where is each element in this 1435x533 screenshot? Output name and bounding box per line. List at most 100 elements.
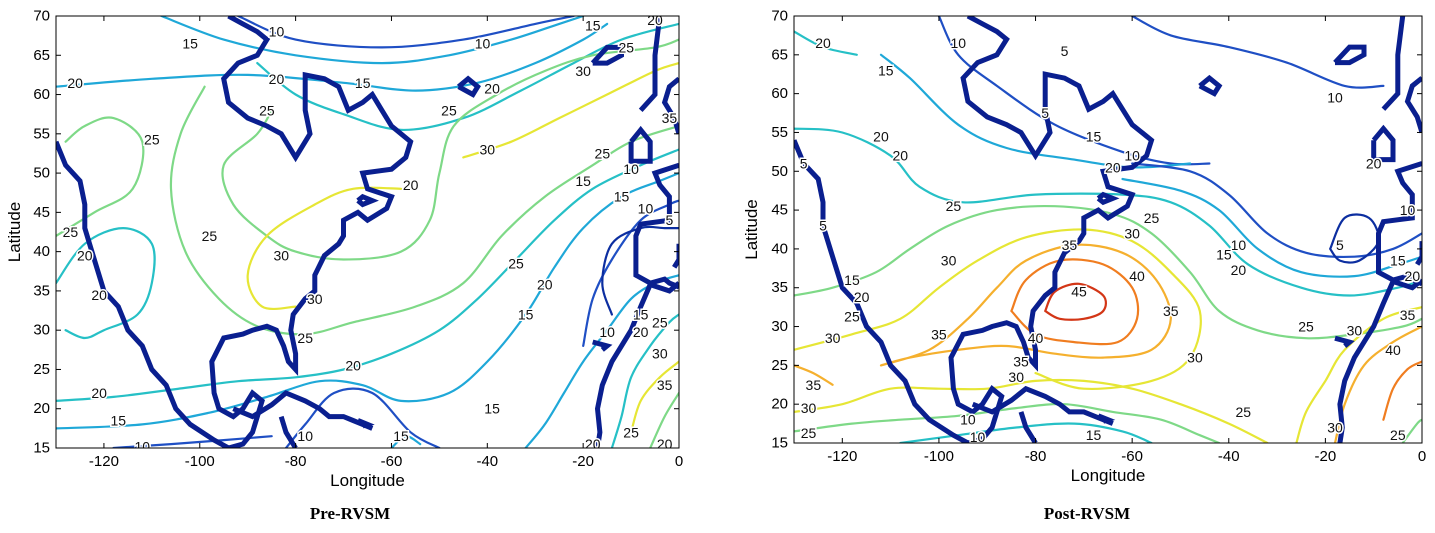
contour-line-10 xyxy=(237,16,575,49)
coastline xyxy=(56,140,230,448)
contour-level-label: 35 xyxy=(1400,307,1416,323)
contour-level-label: 15 xyxy=(1086,427,1102,443)
coastline xyxy=(592,339,613,352)
coastline xyxy=(661,76,679,135)
contour-line-20 xyxy=(56,148,679,402)
contour-level-label: 20 xyxy=(892,148,908,164)
contour-line-25 xyxy=(794,204,1422,340)
contour-level-label: 20 xyxy=(91,385,107,401)
contour-level-label: 25 xyxy=(595,145,611,161)
contour-line-10 xyxy=(937,16,1211,166)
contour-line-25 xyxy=(56,116,145,237)
coastline xyxy=(1337,278,1422,443)
post-rvsm-panel: 20 15 10 5 5 10 20 15 10 20 20 5 20 25 25 30 5 35 10 15 20 5 1… xyxy=(737,0,1435,533)
y-tick-label: 45 xyxy=(33,204,50,221)
contour-level-label: 15 xyxy=(518,306,534,322)
contour-line-15 xyxy=(56,172,679,430)
contour-level-label: 20 xyxy=(1105,159,1121,175)
contour-level-label: 10 xyxy=(623,161,639,177)
contour-level-label: 25 xyxy=(1235,404,1251,420)
contour-level-label: 15 xyxy=(393,428,409,444)
contour-level-label: 25 xyxy=(1390,427,1406,443)
x-tick-label: -80 xyxy=(285,453,307,470)
coastline xyxy=(356,418,375,429)
contour-level-label: 25 xyxy=(652,314,668,330)
x-tick-label: -60 xyxy=(1121,448,1143,465)
contour-level-label: 30 xyxy=(1327,419,1343,435)
contour-level-label: 30 xyxy=(480,142,496,158)
coastline xyxy=(1415,241,1422,266)
y-tick-label: 15 xyxy=(33,440,50,457)
coastline xyxy=(672,243,679,269)
contour-level-label: 45 xyxy=(1071,284,1087,300)
x-tick-label: -20 xyxy=(1315,448,1337,465)
contour-level-label: 40 xyxy=(1129,268,1145,284)
contour-line-35 xyxy=(879,243,1172,367)
contour-line-15 xyxy=(879,53,1192,169)
contour-line-5 xyxy=(601,225,679,316)
contour-line-30 xyxy=(794,228,1202,391)
contour-level-label: 25 xyxy=(202,228,218,244)
pre-rvsm-panel: 15 10 15 20 10 20 20 15 20 25 30 25 25 25 30 35 25 10 15 15… xyxy=(0,0,700,533)
contour-level-label: 5 xyxy=(1336,237,1344,253)
coastline xyxy=(1376,161,1422,287)
y-tick-label: 15 xyxy=(771,435,788,452)
coastline xyxy=(278,415,298,448)
contour-line-40 xyxy=(1010,258,1140,346)
contour-level-label: 35 xyxy=(657,377,673,393)
y-tick-label: 40 xyxy=(33,243,50,260)
contour-level-label: 25 xyxy=(1298,319,1314,335)
contour-level-label: 20 xyxy=(1231,262,1247,278)
contour-level-label: 25 xyxy=(623,424,639,440)
contour-level-label: 15 xyxy=(633,306,649,322)
contour-level-label: 20 xyxy=(585,436,601,452)
coastline xyxy=(1381,16,1406,111)
contour-level-label: 25 xyxy=(63,224,79,240)
contour-level-label: 25 xyxy=(297,330,313,346)
contour-level-label: 10 xyxy=(269,24,285,40)
contour-level-label: 35 xyxy=(1163,303,1179,319)
y-tick-label: 20 xyxy=(771,396,788,413)
contour-level-label: 30 xyxy=(801,400,817,416)
plot-frame xyxy=(793,15,1423,444)
y-tick-label: 25 xyxy=(33,361,50,378)
y-tick-label: 30 xyxy=(771,318,788,335)
contour-level-label: 25 xyxy=(801,425,817,441)
contour-level-label: 15 xyxy=(575,173,591,189)
y-tick-label: 20 xyxy=(33,400,50,417)
contour-level-label: 25 xyxy=(618,39,634,55)
contour-line-25 xyxy=(221,38,679,261)
contour-level-label: 15 xyxy=(1086,128,1102,144)
y-tick-label: 50 xyxy=(33,165,50,182)
contour-line-30 xyxy=(630,360,679,434)
contour-level-label: 15 xyxy=(1390,253,1406,269)
y-tick-label: 70 xyxy=(33,8,50,25)
contour-level-label: 30 xyxy=(273,248,289,264)
coastline xyxy=(594,281,679,448)
coastline xyxy=(628,125,653,164)
y-tick-label: 30 xyxy=(33,322,50,339)
contour-level-label: 30 xyxy=(307,291,323,307)
contour-line-20 xyxy=(56,226,156,340)
contour-level-label: 20 xyxy=(484,80,500,96)
contour-level-label: 20 xyxy=(403,177,419,193)
coastline xyxy=(948,16,1155,443)
contour-line-30 xyxy=(462,62,679,159)
contour-level-label: 20 xyxy=(67,75,83,91)
y-tick-label: 60 xyxy=(33,86,50,103)
contour-line-30 xyxy=(1295,306,1422,443)
contour-line-30 xyxy=(794,378,1269,443)
x-tick-label: -40 xyxy=(476,453,498,470)
contour-level-label: 20 xyxy=(854,289,870,305)
contour-level-label: 5 xyxy=(800,156,808,172)
x-tick-label: 0 xyxy=(675,453,683,470)
contour-level-label: 15 xyxy=(878,62,894,78)
contour-level-label: 10 xyxy=(1327,90,1343,106)
contour-level-label: 15 xyxy=(484,401,500,417)
y-tick-label: 25 xyxy=(771,357,788,374)
contour-level-label: 10 xyxy=(1124,148,1140,164)
contour-line-35 xyxy=(794,364,834,386)
contour-level-label: 15 xyxy=(1216,246,1232,262)
contour-level-label: 40 xyxy=(1385,342,1401,358)
contour-level-label: 10 xyxy=(475,35,491,51)
